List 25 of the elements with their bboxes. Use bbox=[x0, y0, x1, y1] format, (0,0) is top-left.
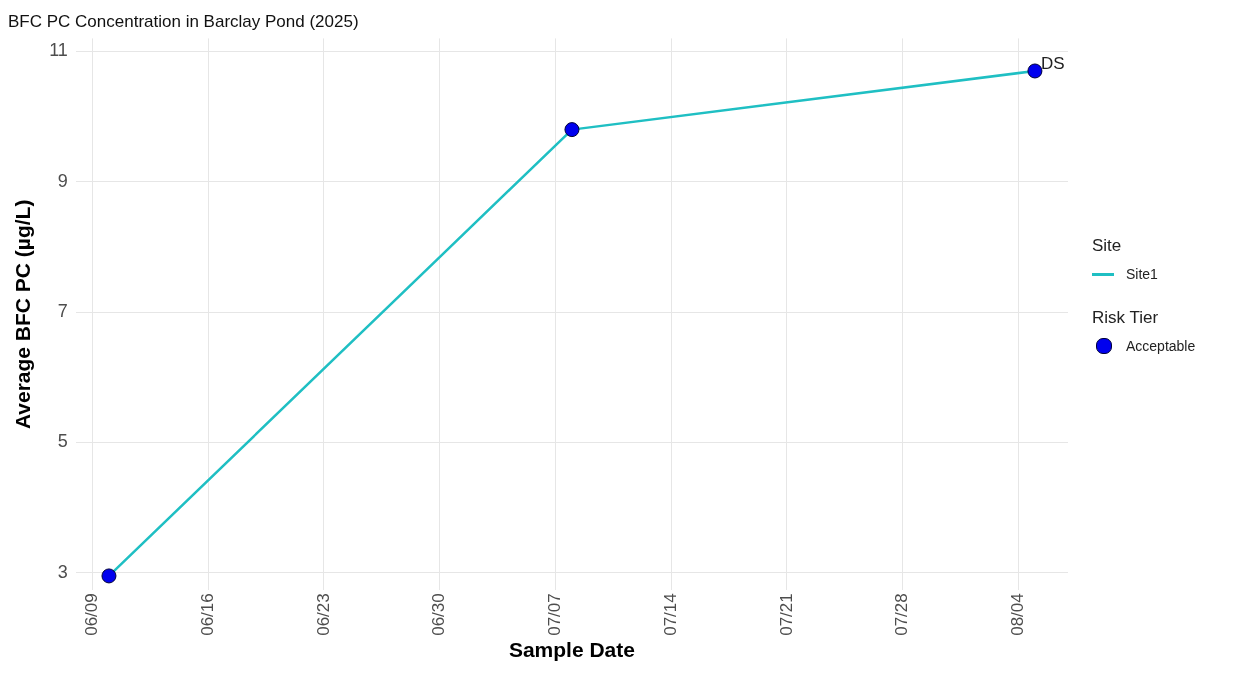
x-axis-title: Sample Date bbox=[508, 638, 635, 662]
point bbox=[101, 568, 117, 584]
annotation: DS bbox=[1040, 54, 1065, 74]
x-tick-label: 08/04 bbox=[1008, 593, 1028, 636]
point bbox=[564, 122, 580, 138]
y-tick-label: 7 bbox=[57, 301, 68, 322]
x-tick-label: 06/16 bbox=[197, 593, 217, 636]
legend-label: Acceptable bbox=[1126, 338, 1196, 354]
y-axis-title: Average BFC PC (µg/L) bbox=[11, 199, 35, 430]
text: Risk Tier bbox=[1092, 308, 1159, 327]
chart-title: BFC PC Concentration in Barclay Pond (2025) bbox=[8, 11, 359, 31]
x-tick-label: 07/07 bbox=[545, 593, 565, 636]
point bbox=[1027, 63, 1043, 79]
text: Site bbox=[1092, 236, 1122, 255]
legend-label: Site1 bbox=[1126, 266, 1158, 282]
x-tick-label: 07/21 bbox=[776, 593, 796, 636]
x-tick-label: 07/14 bbox=[660, 593, 680, 636]
x-tick-label: 06/09 bbox=[82, 593, 102, 636]
x-tick-label: 06/23 bbox=[313, 593, 333, 636]
x-tick-label: 07/28 bbox=[892, 593, 912, 636]
y-tick-label: 11 bbox=[49, 40, 68, 61]
y-tick-label: 5 bbox=[57, 431, 68, 452]
y-tick-label: 9 bbox=[57, 170, 68, 191]
y-tick-label: 3 bbox=[57, 561, 68, 582]
x-tick-label: 06/30 bbox=[429, 593, 449, 636]
